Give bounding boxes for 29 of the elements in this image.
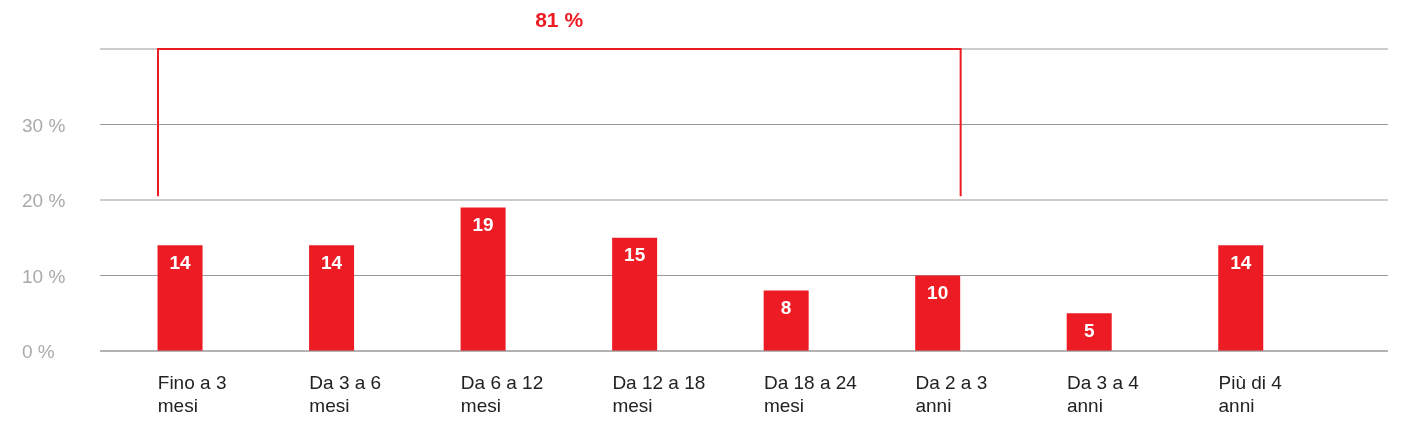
y-tick-label: 0 % [22, 341, 55, 362]
data-label: 15 [624, 244, 646, 266]
data-label: 14 [169, 251, 192, 273]
bar [915, 275, 961, 351]
bar [460, 207, 506, 351]
data-label: 10 [927, 281, 949, 303]
data-label: 5 [1083, 319, 1095, 341]
text: 81 % [534, 8, 585, 32]
y-tick-label: 10 % [22, 265, 66, 287]
x-tick-label: Da 3 a 6 mesi [309, 372, 382, 416]
y-tick-label: 30 % [22, 114, 66, 136]
data-label: 14 [1230, 251, 1252, 273]
x-tick-label: Da 2 a 3 anni [915, 372, 988, 416]
bar [763, 290, 809, 351]
x-tick-label: Da 6 a 12 mesi [460, 372, 544, 416]
x-tick-label: Da 12 a 18 mesi [612, 372, 706, 416]
bar [612, 237, 658, 351]
data-label: 19 [472, 214, 494, 236]
data-label: 14 [321, 251, 343, 273]
bar [1066, 313, 1112, 351]
bar [1218, 245, 1264, 351]
data-label: 8 [780, 297, 792, 319]
x-tick-label: Fino a 3 mesi [157, 372, 227, 416]
x-tick-label: Da 3 a 4 anni [1066, 372, 1140, 416]
bar [157, 245, 203, 351]
y-tick-label: 20 % [22, 190, 66, 211]
x-tick-label: Più di 4 anni [1218, 372, 1283, 416]
bar [309, 245, 355, 351]
x-tick-label: Da 18 a 24 mesi [763, 372, 858, 416]
